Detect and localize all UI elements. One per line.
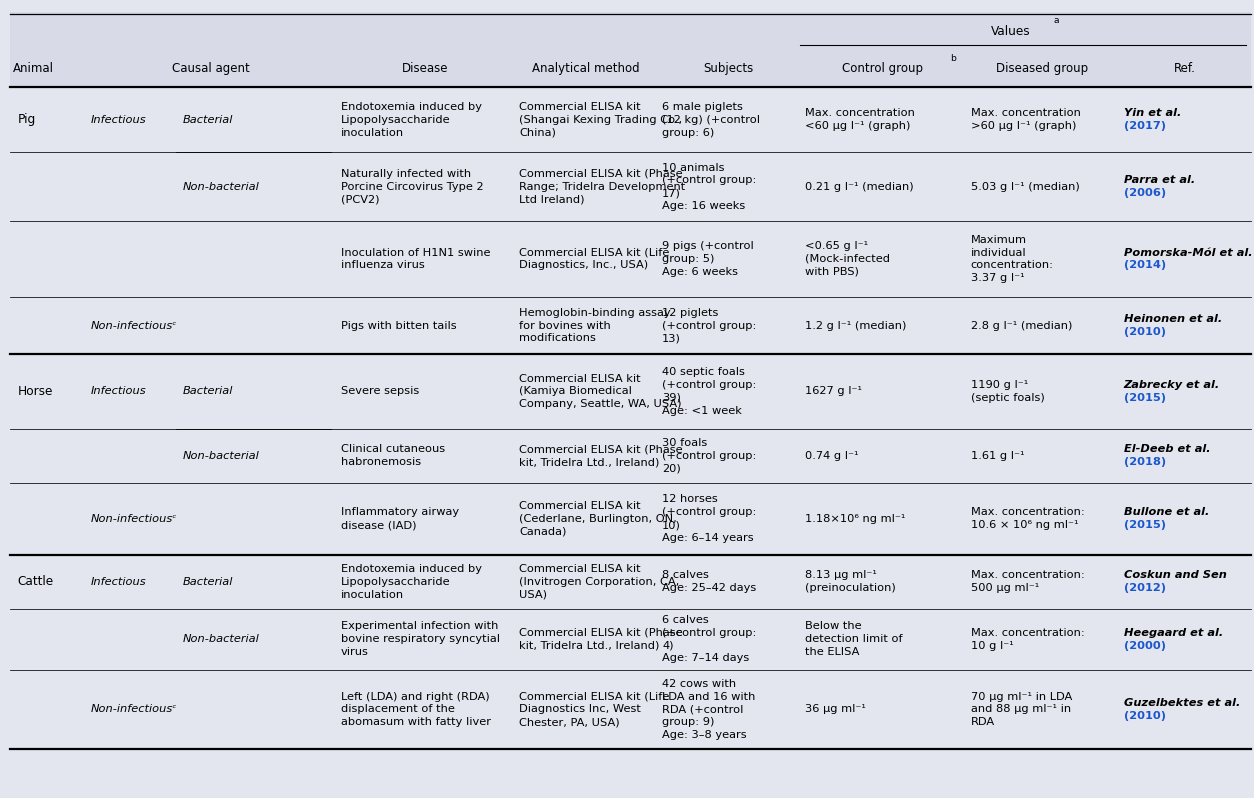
Text: Infectious: Infectious [90, 386, 145, 397]
Text: 1.18×10⁶ ng ml⁻¹: 1.18×10⁶ ng ml⁻¹ [805, 514, 905, 523]
Text: (2010): (2010) [1124, 327, 1165, 337]
Text: Maximum
individual
concentration:
3.37 g l⁻¹: Maximum individual concentration: 3.37 g… [971, 235, 1053, 283]
Text: Non-bacterial: Non-bacterial [183, 182, 260, 192]
Text: Clinical cutaneous
habronemosis: Clinical cutaneous habronemosis [341, 444, 445, 467]
Text: Naturally infected with
Porcine Circovirus Type 2
(PCV2): Naturally infected with Porcine Circovir… [341, 169, 484, 204]
Text: Endotoxemia induced by
Lipopolysaccharide
inoculation: Endotoxemia induced by Lipopolysaccharid… [341, 102, 482, 137]
Text: Commercial ELISA kit (Phase
Range; Tridelra Development
Ltd Ireland): Commercial ELISA kit (Phase Range; Tride… [519, 169, 686, 204]
Text: 70 μg ml⁻¹ in LDA
and 88 μg ml⁻¹ in
RDA: 70 μg ml⁻¹ in LDA and 88 μg ml⁻¹ in RDA [971, 692, 1072, 727]
Text: Endotoxemia induced by
Lipopolysaccharide
inoculation: Endotoxemia induced by Lipopolysaccharid… [341, 564, 482, 599]
Text: Heegaard et al.: Heegaard et al. [1124, 628, 1223, 638]
Text: Commercial ELISA kit
(Invitrogen Corporation, CA,
USA): Commercial ELISA kit (Invitrogen Corpora… [519, 564, 680, 599]
Text: Bacterial: Bacterial [183, 386, 233, 397]
Text: Hemoglobin-binding assay
for bovines with
modifications: Hemoglobin-binding assay for bovines wit… [519, 308, 671, 343]
Text: Yin et al.: Yin et al. [1124, 109, 1181, 118]
Text: Infectious: Infectious [90, 577, 145, 587]
Text: Pig: Pig [18, 113, 36, 126]
Text: Causal agent: Causal agent [172, 62, 250, 75]
Text: 36 μg ml⁻¹: 36 μg ml⁻¹ [805, 705, 867, 714]
Text: 40 septic foals
(+control group:
39)
Age: <1 week: 40 septic foals (+control group: 39) Age… [662, 367, 756, 416]
Text: (2010): (2010) [1124, 711, 1165, 721]
Text: Experimental infection with
bovine respiratory syncytial
virus: Experimental infection with bovine respi… [341, 622, 500, 657]
Text: Max. concentration:
500 μg ml⁻¹: Max. concentration: 500 μg ml⁻¹ [971, 571, 1085, 593]
Text: El-Deeb et al.: El-Deeb et al. [1124, 444, 1210, 454]
Text: Infectious: Infectious [90, 115, 145, 124]
Text: 0.21 g l⁻¹ (median): 0.21 g l⁻¹ (median) [805, 182, 914, 192]
Text: 1627 g l⁻¹: 1627 g l⁻¹ [805, 386, 861, 397]
Text: Commercial ELISA kit (Life
Diagnostics, Inc., USA): Commercial ELISA kit (Life Diagnostics, … [519, 247, 670, 271]
Text: Horse: Horse [18, 385, 53, 398]
Text: Max. concentration
>60 μg l⁻¹ (graph): Max. concentration >60 μg l⁻¹ (graph) [971, 109, 1081, 131]
Text: Guzelbektes et al.: Guzelbektes et al. [1124, 698, 1240, 708]
Text: 1190 g l⁻¹
(septic foals): 1190 g l⁻¹ (septic foals) [971, 380, 1045, 403]
Text: (2018): (2018) [1124, 457, 1166, 467]
Text: Non-infectiousᶜ: Non-infectiousᶜ [90, 705, 177, 714]
Text: (2017): (2017) [1124, 121, 1165, 131]
Text: Coskun and Sen: Coskun and Sen [1124, 571, 1226, 580]
Text: Disease: Disease [401, 62, 449, 75]
Text: Values: Values [991, 25, 1031, 38]
Text: Non-bacterial: Non-bacterial [183, 634, 260, 644]
Text: Analytical method: Analytical method [532, 62, 640, 75]
Text: 30 foals
(+control group:
20): 30 foals (+control group: 20) [662, 438, 756, 473]
Text: Subjects: Subjects [703, 62, 754, 75]
Text: 0.74 g l⁻¹: 0.74 g l⁻¹ [805, 451, 859, 460]
Text: Bacterial: Bacterial [183, 577, 233, 587]
Text: Animal: Animal [13, 62, 54, 75]
Text: 9 pigs (+control
group: 5)
Age: 6 weeks: 9 pigs (+control group: 5) Age: 6 weeks [662, 241, 754, 277]
Text: Control group: Control group [843, 62, 923, 75]
Text: Below the
detection limit of
the ELISA: Below the detection limit of the ELISA [805, 622, 903, 657]
Text: Parra et al.: Parra et al. [1124, 176, 1195, 185]
Text: 1.2 g l⁻¹ (median): 1.2 g l⁻¹ (median) [805, 321, 907, 330]
Text: Diseased group: Diseased group [996, 62, 1088, 75]
Text: Inoculation of H1N1 swine
influenza virus: Inoculation of H1N1 swine influenza viru… [341, 247, 490, 271]
Text: Non-bacterial: Non-bacterial [183, 451, 260, 460]
Text: Commercial ELISA kit
(Kamiya Biomedical
Company, Seattle, WA, USA): Commercial ELISA kit (Kamiya Biomedical … [519, 373, 682, 409]
Text: Ref.: Ref. [1174, 62, 1196, 75]
Text: 42 cows with
LDA and 16 with
RDA (+control
group: 9)
Age: 3–8 years: 42 cows with LDA and 16 with RDA (+contr… [662, 679, 755, 740]
Text: 10 animals
(+control group:
17)
Age: 16 weeks: 10 animals (+control group: 17) Age: 16 … [662, 163, 756, 211]
Text: Max. concentration:
10.6 × 10⁶ ng ml⁻¹: Max. concentration: 10.6 × 10⁶ ng ml⁻¹ [971, 508, 1085, 530]
Text: 8.13 μg ml⁻¹
(preinoculation): 8.13 μg ml⁻¹ (preinoculation) [805, 571, 895, 593]
Text: Commercial ELISA kit (Phase
kit, Tridelra Ltd., Ireland): Commercial ELISA kit (Phase kit, Tridelr… [519, 628, 682, 650]
Text: Commercial ELISA kit
(Shangai Kexing Trading Co.,
China): Commercial ELISA kit (Shangai Kexing Tra… [519, 102, 682, 137]
Text: (2006): (2006) [1124, 188, 1166, 198]
Text: a: a [1053, 16, 1058, 26]
Text: <0.65 g l⁻¹
(Mock-infected
with PBS): <0.65 g l⁻¹ (Mock-infected with PBS) [805, 241, 890, 277]
Text: Bacterial: Bacterial [183, 115, 233, 124]
Text: 1.61 g l⁻¹: 1.61 g l⁻¹ [971, 451, 1025, 460]
Text: (2015): (2015) [1124, 393, 1165, 403]
Text: Heinonen et al.: Heinonen et al. [1124, 314, 1221, 324]
Text: (2012): (2012) [1124, 583, 1165, 593]
Text: Commercial ELISA kit
(Cederlane, Burlington, ON,
Canada): Commercial ELISA kit (Cederlane, Burling… [519, 501, 677, 536]
Text: Severe sepsis: Severe sepsis [341, 386, 419, 397]
Text: 8 calves
Age: 25–42 days: 8 calves Age: 25–42 days [662, 571, 756, 593]
Text: 5.03 g l⁻¹ (median): 5.03 g l⁻¹ (median) [971, 182, 1080, 192]
Text: Max. concentration
<60 μg l⁻¹ (graph): Max. concentration <60 μg l⁻¹ (graph) [805, 109, 915, 131]
Text: Pigs with bitten tails: Pigs with bitten tails [341, 321, 456, 330]
Text: 12 horses
(+control group:
10)
Age: 6–14 years: 12 horses (+control group: 10) Age: 6–14… [662, 495, 756, 543]
Text: Pomorska-Mól et al.: Pomorska-Mól et al. [1124, 247, 1253, 258]
Text: (2000): (2000) [1124, 641, 1165, 650]
Text: Cattle: Cattle [18, 575, 54, 588]
Text: Commercial ELISA kit (Phase
kit, Tridelra Ltd., Ireland): Commercial ELISA kit (Phase kit, Tridelr… [519, 444, 682, 467]
Text: Bullone et al.: Bullone et al. [1124, 508, 1209, 517]
Text: Commercial ELISA kit (Life
Diagnostics Inc, West
Chester, PA, USA): Commercial ELISA kit (Life Diagnostics I… [519, 692, 670, 727]
Text: 6 calves
(+control group:
4)
Age: 7–14 days: 6 calves (+control group: 4) Age: 7–14 d… [662, 615, 756, 663]
Text: 6 male piglets
(12 kg) (+control
group: 6): 6 male piglets (12 kg) (+control group: … [662, 102, 760, 137]
Text: 2.8 g l⁻¹ (median): 2.8 g l⁻¹ (median) [971, 321, 1072, 330]
Text: (2014): (2014) [1124, 260, 1166, 271]
Text: Zabrecky et al.: Zabrecky et al. [1124, 380, 1220, 390]
Text: (2015): (2015) [1124, 520, 1165, 530]
Text: Inflammatory airway
disease (IAD): Inflammatory airway disease (IAD) [341, 508, 459, 530]
Text: 12 piglets
(+control group:
13): 12 piglets (+control group: 13) [662, 308, 756, 343]
Text: b: b [951, 53, 956, 63]
Bar [10, 12, 1251, 87]
Text: Non-infectiousᶜ: Non-infectiousᶜ [90, 321, 177, 330]
Text: Max. concentration:
10 g l⁻¹: Max. concentration: 10 g l⁻¹ [971, 628, 1085, 650]
Text: Non-infectiousᶜ: Non-infectiousᶜ [90, 514, 177, 523]
Text: Left (LDA) and right (RDA)
displacement of the
abomasum with fatty liver: Left (LDA) and right (RDA) displacement … [341, 692, 492, 727]
